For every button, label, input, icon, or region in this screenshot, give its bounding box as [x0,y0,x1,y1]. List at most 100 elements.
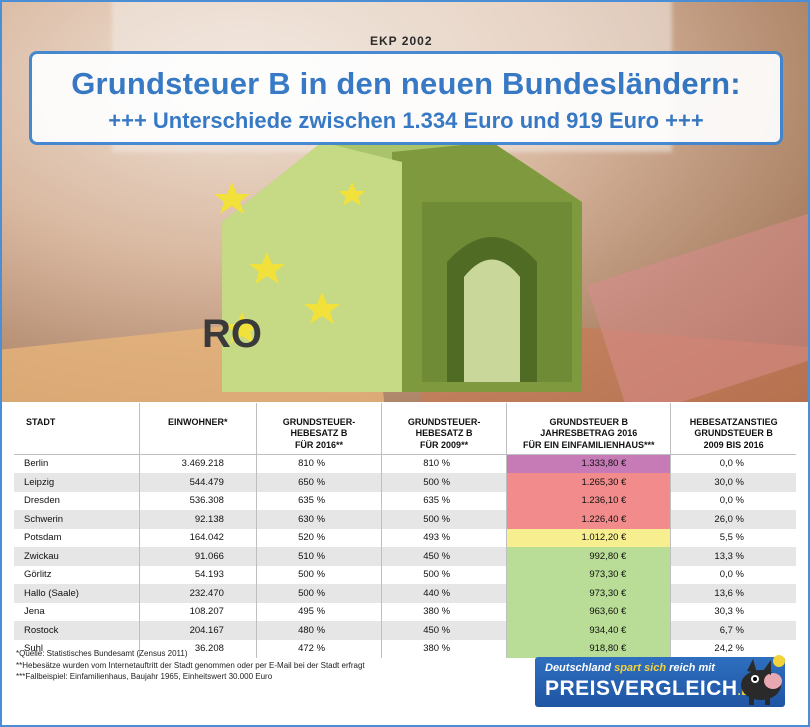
cell-einwohner: 204.167 [138,621,257,640]
cell-jahresbetrag: 992,80 € [506,547,671,566]
cell-stadt: Jena [24,606,45,618]
footnote-1: *Quelle: Statistisches Bundesamt (Zensus… [16,649,188,658]
brand-slogan-end: reich mit [669,662,715,674]
brand-slogan: Deutschland spart sich reich mit [545,662,715,674]
cell-hebesatz-2009: 450 % [381,547,507,566]
cell-anstieg: 0,0 % [670,491,796,510]
footnote-2: **Hebesätze wurden vom Internetauftritt … [16,660,365,670]
cell-anstieg: 0,0 % [670,454,796,473]
cell-anstieg: 6,7 % [670,621,796,640]
cell-jahresbetrag: 1.226,40 € [506,510,671,529]
cell-anstieg: 30,3 % [670,602,796,621]
cell-stadt: Schwerin [24,513,64,525]
cell-jahresbetrag: 963,60 € [506,602,671,621]
page-title: Grundsteuer B in den neuen Bundesländern… [71,66,741,101]
cell-hebesatz-2009: 500 % [381,510,507,529]
cell-anstieg: 30,0 % [670,473,796,492]
footnote-3: ***Fallbeispiel: Einfamilienhaus, Baujah… [16,672,273,681]
cell-anstieg: 5,5 % [670,528,796,547]
cell-hebesatz-2009: 440 % [381,584,507,603]
cell-einwohner: 3.469.218 [138,454,257,473]
brand-slogan-mid: spart sich [614,662,667,674]
brand-logo[interactable]: Deutschland spart sich reich mit PREISVE… [535,655,785,707]
cell-hebesatz-2016: 810 % [255,454,382,473]
cell-anstieg: 0,0 % [670,565,796,584]
col-anstieg-header: HEBESATZANSTIEG GRUNDSTEUER B 2009 BIS 2… [670,403,796,454]
cell-stadt: Potsdam [24,532,62,544]
table-row: Suhl 36.208 472 % 380 % 918,80 €24,2 % [14,639,796,658]
cell-einwohner: 164.042 [138,528,257,547]
cell-hebesatz-2016: 630 % [255,510,382,529]
cell-hebesatz-2016: 520 % [255,528,382,547]
cell-anstieg: 13,6 % [670,584,796,603]
col-stadt-header: STADT [26,417,56,427]
tax-table: STADT EINWOHNER* GRUNDSTEUER- HEBESATZ B F… [14,403,796,658]
cell-hebesatz-2016: 472 % [255,639,382,658]
table-header-row: STADT EINWOHNER* GRUNDSTEUER- HEBESATZ B F… [14,403,796,454]
table-row: Görlitz 54.193 500 % 500 % 973,30 €0,0 % [14,565,796,584]
cell-jahresbetrag: 934,40 € [506,621,671,640]
cell-hebesatz-2009: 500 % [381,565,507,584]
table-row: Hallo (Saale) 232.470 500 % 440 % 973,30 €13… [14,584,796,603]
cell-hebesatz-2016: 500 % [255,584,382,603]
table-row: Berlin 3.469.218 810 % 810 % 1.333,80 €0,0 % [14,454,796,473]
hero-image: EKP 2002 RO Grundsteuer B in den neuen B… [2,2,808,402]
cell-hebesatz-2009: 493 % [381,528,507,547]
cell-hebesatz-2009: 380 % [381,639,507,658]
table-row: Dresden 536.308 635 % 635 % 1.236,10 €0,0 % [14,491,796,510]
cell-anstieg: 24,2 % [670,639,796,658]
cell-hebesatz-2016: 480 % [255,621,382,640]
cell-einwohner: 36.208 [138,639,257,658]
footnotes: *Quelle: Statistisches Bundesamt (Zensus… [16,648,365,683]
cell-stadt: Dresden [24,495,60,507]
cell-hebesatz-2009: 635 % [381,491,507,510]
cell-jahresbetrag: 973,30 € [506,565,671,584]
banknote-ro-text: RO [202,312,262,356]
table-row: Potsdam 164.042 520 % 493 % 1.012,20 €5,5 % [14,528,796,547]
cell-jahresbetrag: 1.012,20 € [506,528,671,547]
col-hebesatz-2009-header: GRUNDSTEUER- HEBESATZ B FÜR 2009** [381,403,507,454]
cell-hebesatz-2009: 450 % [381,621,507,640]
table-row: Leipzig 544.479 650 % 500 % 1.265,30 €30,0 % [14,473,796,492]
cell-stadt: Suhl [24,643,44,655]
title-box: Grundsteuer B in den neuen Bundesländern… [29,51,783,145]
table-row: Rostock 204.167 480 % 450 % 934,40 €6,7 % [14,621,796,640]
col-jahresbetrag-header: GRUNDSTEUER B JAHRESBETRAG 2016 FÜR EIN … [506,403,671,454]
cell-einwohner: 536.308 [138,491,257,510]
cell-hebesatz-2009: 500 % [381,473,507,492]
table-row: Schwerin 92.138 630 % 500 % 1.226,40 €26,0 % [14,510,796,529]
cell-stadt: Zwickau [24,550,59,562]
cell-jahresbetrag: 1.265,30 € [506,473,671,492]
cell-anstieg: 13,3 % [670,547,796,566]
cell-hebesatz-2016: 510 % [255,547,382,566]
banknote-label: EKP 2002 [370,34,433,48]
brand-slogan-start: Deutschland [545,662,612,674]
cell-jahresbetrag: 1.333,80 € [506,454,671,473]
cell-jahresbetrag: 1.236,10 € [506,491,671,510]
cell-hebesatz-2016: 650 % [255,473,382,492]
cell-stadt: Görlitz [24,569,52,581]
cell-stadt: Hallo (Saale) [24,587,79,599]
cell-jahresbetrag: 973,30 € [506,584,671,603]
cell-einwohner: 232.470 [138,584,257,603]
cell-jahresbetrag: 918,80 € [506,639,671,658]
brand-name-text: PREISVERGLEICH [545,677,738,700]
tax-table-wrapper: STADT EINWOHNER* GRUNDSTEUER- HEBESATZ B F… [14,403,796,658]
cell-hebesatz-2016: 500 % [255,565,382,584]
cell-einwohner: 544.479 [138,473,257,492]
cell-hebesatz-2016: 495 % [255,602,382,621]
cell-anstieg: 26,0 % [670,510,796,529]
cell-hebesatz-2009: 810 % [381,454,507,473]
piggy-bank-icon [741,655,785,705]
cell-stadt: Leipzig [24,476,55,488]
cell-einwohner: 92.138 [138,510,257,529]
cell-einwohner: 108.207 [138,602,257,621]
page-subtitle: +++ Unterschiede zwischen 1.334 Euro und… [108,108,704,133]
brand-name: PREISVERGLEICH.DE [545,677,759,701]
cell-hebesatz-2009: 380 % [381,602,507,621]
cell-einwohner: 91.066 [138,547,257,566]
col-hebesatz-2016-header: GRUNDSTEUER- HEBESATZ B FÜR 2016** [255,403,382,454]
banknote-house-illustration: RO [202,142,582,392]
cell-einwohner: 54.193 [138,565,257,584]
